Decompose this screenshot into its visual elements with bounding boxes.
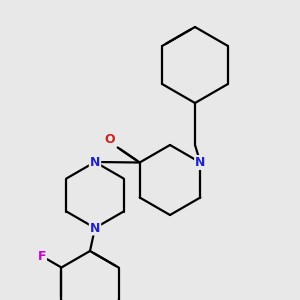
Text: F: F bbox=[38, 250, 46, 263]
Text: N: N bbox=[90, 155, 100, 169]
Text: N: N bbox=[90, 221, 100, 235]
Text: O: O bbox=[104, 133, 115, 146]
Text: N: N bbox=[195, 156, 206, 169]
